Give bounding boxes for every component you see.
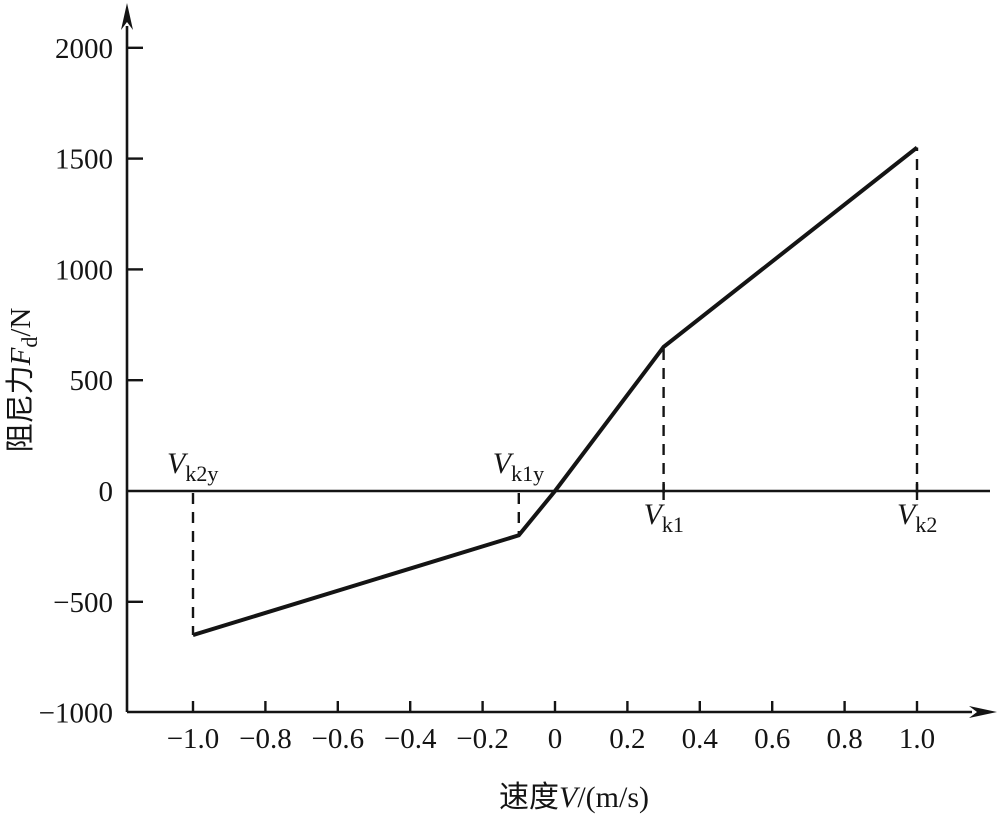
x-tick-label: 0 <box>548 723 563 755</box>
x-tick-label: −0.8 <box>239 723 292 755</box>
annotation-label-vk2y: Vk2y <box>167 447 218 486</box>
y-tick-label: −1000 <box>39 698 113 730</box>
x-axis-title: 速度V/(m/s) <box>499 781 649 814</box>
damping-force-curve <box>192 145 919 637</box>
x-axis-arrow-icon <box>969 706 997 718</box>
x-tick-label: 0.6 <box>754 723 790 755</box>
y-tick-label: 2000 <box>55 33 113 65</box>
y-tick-label: 1000 <box>55 254 113 286</box>
x-tick-label: −0.2 <box>456 723 509 755</box>
annotation-label-vk1: Vk1 <box>644 498 684 537</box>
annotation-label-vk1y: Vk1y <box>493 447 544 486</box>
annotation-label-vk2: Vk2 <box>897 498 937 537</box>
x-tick-label: 0.8 <box>826 723 862 755</box>
y-tick-label: −500 <box>53 587 113 619</box>
x-tick-label: −0.6 <box>311 723 364 755</box>
y-tick-label: 1500 <box>55 144 113 176</box>
y-axis-title: 阻尼力Fd/N <box>4 308 42 453</box>
y-tick-label: 500 <box>70 365 114 397</box>
y-tick-label: 0 <box>99 476 114 508</box>
x-tick-label: 1.0 <box>899 723 935 755</box>
y-axis-arrow-icon <box>121 3 133 30</box>
x-tick-label: −0.4 <box>384 723 437 755</box>
x-tick-label: −1.0 <box>167 723 220 755</box>
x-tick-label: 0.2 <box>609 723 645 755</box>
x-tick-label: 0.4 <box>682 723 719 755</box>
